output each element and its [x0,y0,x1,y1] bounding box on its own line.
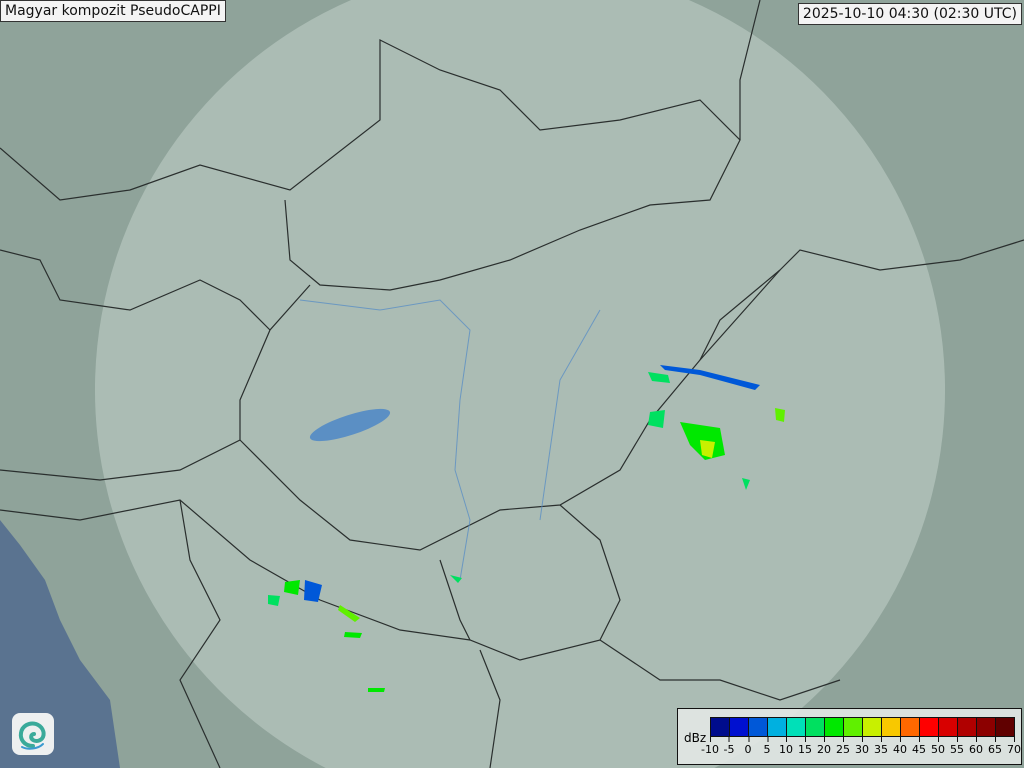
legend-color-bin [768,718,787,736]
legend-tick-label: 70 [1007,737,1021,756]
echo-band [660,365,760,390]
legend-tick-label: 20 [817,737,831,756]
echo [648,410,665,428]
rivers [299,299,601,581]
swirl-logo-icon [12,713,54,755]
legend-color-bin [863,718,882,736]
echo [344,632,362,638]
legend-color-bin [787,718,806,736]
echo [775,408,785,422]
radar-echoes [268,365,785,692]
echo [742,478,750,490]
legend-color-bin [806,718,825,736]
legend-tick-label: -10 [701,737,719,756]
echo [338,605,360,622]
adriatic-sea [0,520,120,768]
legend-tick-label: 10 [779,737,793,756]
echo [368,688,385,692]
legend-tick-label: 0 [745,737,752,756]
radar-coverage-area [94,0,946,768]
lake-balaton [309,408,391,442]
legend-tick-label: 60 [969,737,983,756]
legend-color-bin [920,718,939,736]
legend-tick-label: 35 [874,737,888,756]
legend-color-bin [825,718,844,736]
legend-tick-label: 65 [988,737,1002,756]
legend-color-bin [939,718,958,736]
legend-color-bin [901,718,920,736]
legend-tick-label: -5 [724,737,734,756]
echo [304,580,322,602]
legend-color-bin [749,718,768,736]
timestamp-label: 2025-10-10 04:30 (02:30 UTC) [797,3,1022,25]
echo [268,595,280,606]
legend-color-bin [730,718,749,736]
legend-ticks: -10 -5 0 5 10 15 20 25 30 35 40 45 50 55 60 65 70 [701,737,1021,761]
legend-tick-label: 55 [950,737,964,756]
legend-color-bin [977,718,996,736]
legend-tick-label: 40 [893,737,907,756]
dbz-color-legend: dBz -10 -5 0 5 10 15 20 25 30 35 40 45 50 55 60 65 70 [677,708,1022,765]
legend-tick-label: 15 [798,737,812,756]
legend-color-bin [958,718,977,736]
echo [648,372,670,383]
legend-tick-label: 45 [912,737,926,756]
legend-color-bin [996,718,1014,736]
legend-color-bin [711,718,730,736]
legend-tick-label: 50 [931,737,945,756]
echo [450,575,462,583]
echo [700,440,715,458]
product-title: Magyar kompozit PseudoCAPPI [0,0,226,22]
legend-tick-label: 30 [855,737,869,756]
legend-unit: dBz [684,731,707,745]
echo [284,580,300,595]
legend-color-bin [844,718,863,736]
legend-color-bar [710,717,1015,737]
legend-tick-label: 5 [764,737,771,756]
legend-color-bin [882,718,901,736]
legend-tick-label: 25 [836,737,850,756]
